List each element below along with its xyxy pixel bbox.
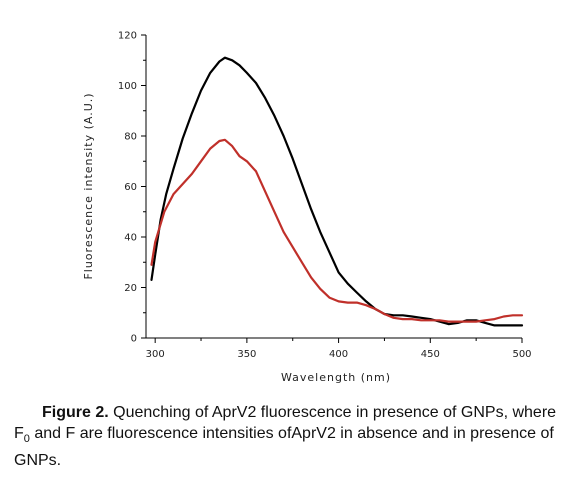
x-tick-label: 450 bbox=[421, 349, 440, 360]
x-tick-label: 500 bbox=[512, 349, 531, 360]
y-axis-title: Fluorescence intensity (A.U.) bbox=[82, 92, 95, 279]
y-tick-label: 100 bbox=[118, 81, 137, 92]
y-tick-label: 60 bbox=[124, 182, 137, 193]
series-line-red bbox=[150, 138, 524, 323]
x-axis-ticks: 300 350 400 450 500 bbox=[146, 338, 532, 360]
series-line-black bbox=[150, 56, 524, 327]
chart-series bbox=[150, 56, 524, 327]
y-tick-label: 80 bbox=[124, 132, 137, 143]
x-axis-title: Wavelength (nm) bbox=[281, 371, 391, 384]
fluorescence-chart: 0 20 40 60 80 100 120 300 350 400 450 500 Fluoresc… bbox=[82, 31, 532, 385]
chart-axes bbox=[145, 35, 522, 339]
caption-subscript: 0 bbox=[23, 433, 30, 446]
y-tick-label: 120 bbox=[118, 31, 137, 42]
y-axis-ticks: 0 20 40 60 80 100 120 bbox=[118, 31, 146, 345]
x-tick-label: 350 bbox=[237, 349, 256, 360]
figure-label: Figure 2. bbox=[42, 404, 109, 421]
caption-text-part-1: Quenching of AprV2 fluorescence in prese… bbox=[14, 404, 557, 442]
x-tick-label: 400 bbox=[329, 349, 348, 360]
y-tick-label: 20 bbox=[124, 283, 137, 294]
y-tick-label: 0 bbox=[131, 334, 137, 345]
y-tick-label: 40 bbox=[124, 233, 137, 244]
figure-caption: Figure 2. Quenching of AprV2 fluorescenc… bbox=[14, 402, 574, 471]
x-tick-label: 300 bbox=[146, 349, 165, 360]
caption-text-part-2: and F are fluorescence intensities ofApr… bbox=[14, 425, 554, 470]
